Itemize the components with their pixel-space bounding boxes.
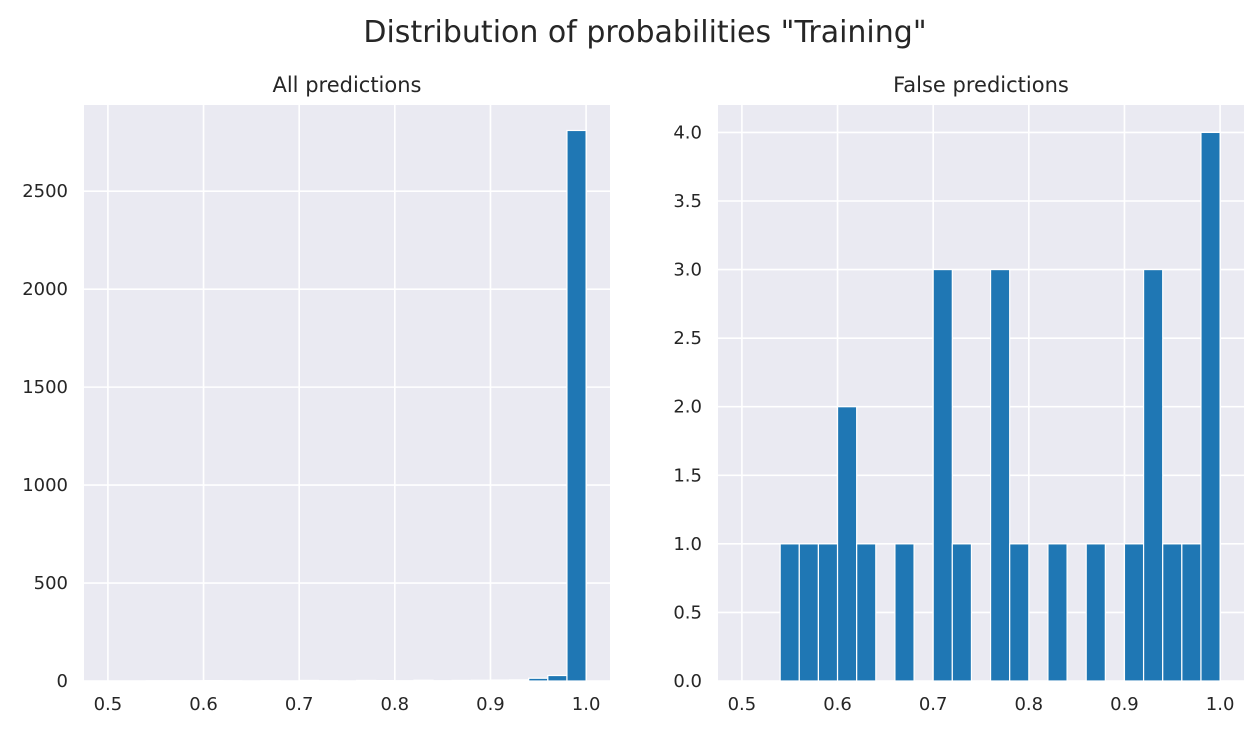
- x-tick-label: 0.5: [94, 694, 123, 715]
- panel-title: False predictions: [893, 73, 1069, 97]
- y-tick-label: 1.0: [673, 534, 702, 555]
- histogram-bar: [508, 679, 530, 682]
- y-tick-label: 1.5: [673, 465, 702, 486]
- histogram-bar: [1142, 268, 1164, 682]
- histogram-bar: [451, 679, 472, 682]
- histogram-bar: [932, 268, 953, 682]
- x-tick-label: 0.6: [823, 694, 852, 715]
- y-tick-label: 1500: [22, 377, 68, 398]
- histogram-bar: [798, 543, 820, 682]
- y-tick-label: 2500: [22, 181, 68, 202]
- histogram-bar: [1009, 543, 1030, 682]
- histogram-bar: [989, 268, 1011, 682]
- histogram-bar: [1085, 543, 1106, 682]
- y-tick-label: 0.0: [673, 671, 702, 692]
- histogram-bar: [779, 543, 800, 682]
- y-tick-label: 2.5: [673, 328, 702, 349]
- y-tick-label: 3.5: [673, 191, 702, 212]
- y-tick-label: 3.0: [673, 260, 702, 281]
- y-tick-label: 2.0: [673, 397, 702, 418]
- y-tick-label: 2000: [22, 279, 68, 300]
- x-tick-label: 0.8: [1014, 694, 1043, 715]
- x-tick-label: 0.6: [189, 694, 218, 715]
- false-predictions-panel: False predictions 0.5 0.6 0.7 0.8 0.9 1.0 0.0 0.…: [673, 73, 1244, 715]
- histogram-bar: [298, 679, 319, 682]
- x-tick-label: 0.5: [728, 694, 757, 715]
- histogram-bar: [817, 543, 839, 682]
- figure-title: Distribution of probabilities "Training": [363, 15, 926, 50]
- histogram-bar: [856, 543, 877, 682]
- x-tick-label: 0.8: [380, 694, 409, 715]
- histogram-bar: [413, 679, 434, 682]
- histogram-bar: [951, 543, 973, 682]
- x-tick-label: 1.0: [1206, 694, 1235, 715]
- histogram-bar: [1047, 543, 1068, 682]
- all-predictions-panel: All predictions 0.5 0.6 0.7 0.8 0.9 1.0 0 500 100…: [22, 73, 610, 715]
- histogram-bar: [1123, 543, 1145, 682]
- histogram-bar: [566, 129, 587, 682]
- histogram-bar: [528, 677, 549, 682]
- histogram-bar: [836, 406, 858, 682]
- y-tick-label: 1000: [22, 475, 68, 496]
- histogram-bar: [1162, 543, 1183, 682]
- histogram-bar: [1181, 543, 1202, 682]
- x-tick-label: 0.7: [919, 694, 948, 715]
- plot-area: [84, 105, 610, 681]
- panel-title: All predictions: [272, 73, 421, 97]
- x-tick-label: 0.9: [1110, 694, 1139, 715]
- x-tick-label: 0.9: [476, 694, 505, 715]
- x-tick-label: 0.7: [285, 694, 314, 715]
- y-tick-label: 0: [57, 671, 68, 692]
- histogram-bar: [470, 679, 492, 682]
- histogram-bar: [894, 543, 915, 682]
- histogram-bar: [547, 674, 568, 682]
- histogram-bar: [1200, 131, 1221, 682]
- histogram-bar: [489, 679, 511, 682]
- y-tick-label: 0.5: [673, 602, 702, 623]
- y-tick-label: 4.0: [673, 122, 702, 143]
- x-tick-label: 1.0: [572, 694, 601, 715]
- histogram-bar: [355, 679, 377, 682]
- y-tick-label: 500: [34, 573, 68, 594]
